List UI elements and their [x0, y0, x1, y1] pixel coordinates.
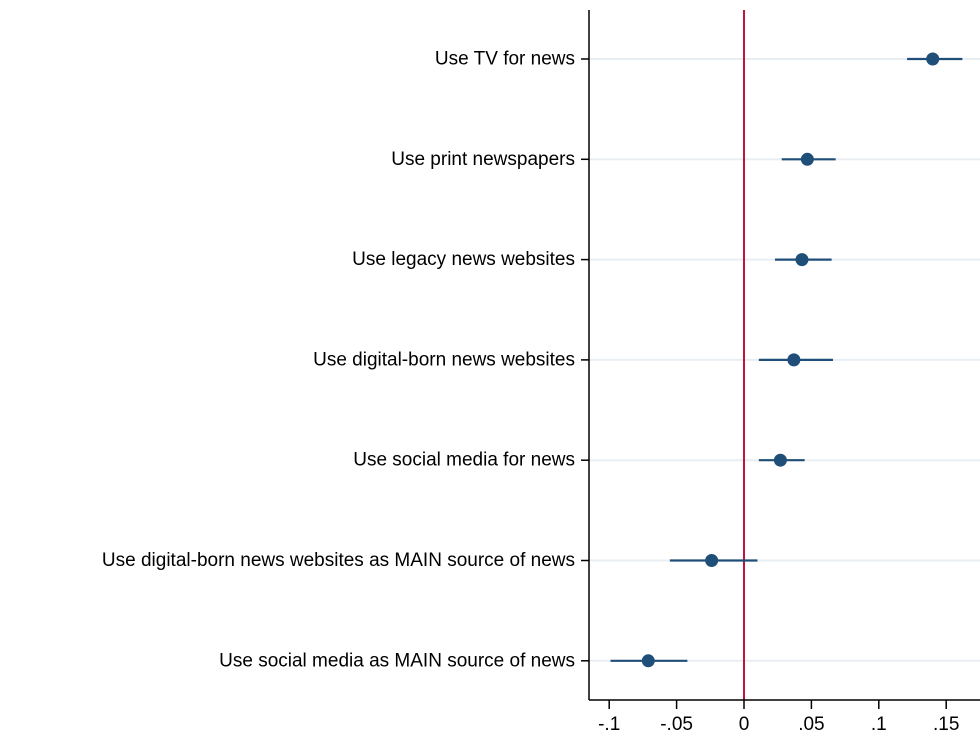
x-axis-ticks: -.1 -.05 0 .05 .1 .15 — [598, 700, 959, 735]
category-labels: Use TV for news Use print newspapers Use l… — [102, 49, 575, 672]
x-tick-label: .05 — [798, 714, 824, 735]
category-label: Use TV for news — [435, 49, 575, 70]
x-tick-label: 0 — [739, 714, 750, 735]
category-label: Use digital-born news websites — [313, 349, 575, 370]
category-label: Use social media for news — [353, 450, 575, 471]
point-estimate-marker — [641, 654, 655, 668]
point-estimate-marker — [795, 253, 809, 267]
point-estimates — [641, 52, 940, 668]
point-estimate-marker — [705, 554, 719, 567]
point-estimate-marker — [773, 453, 787, 467]
point-estimate-marker — [800, 152, 814, 166]
axes — [581, 10, 980, 701]
category-label: Use legacy news websites — [352, 249, 575, 270]
point-estimate-marker — [787, 353, 801, 367]
x-tick-label: -.1 — [598, 714, 620, 735]
x-tick-label: -.05 — [660, 714, 693, 735]
category-label: Use digital-born news websites as MAIN s… — [102, 550, 575, 571]
category-label: Use print newspapers — [391, 149, 575, 170]
x-tick-label: .15 — [933, 714, 959, 735]
point-estimate-marker — [926, 52, 940, 66]
category-label: Use social media as MAIN source of news — [219, 650, 575, 671]
x-tick-label: .1 — [871, 714, 887, 735]
